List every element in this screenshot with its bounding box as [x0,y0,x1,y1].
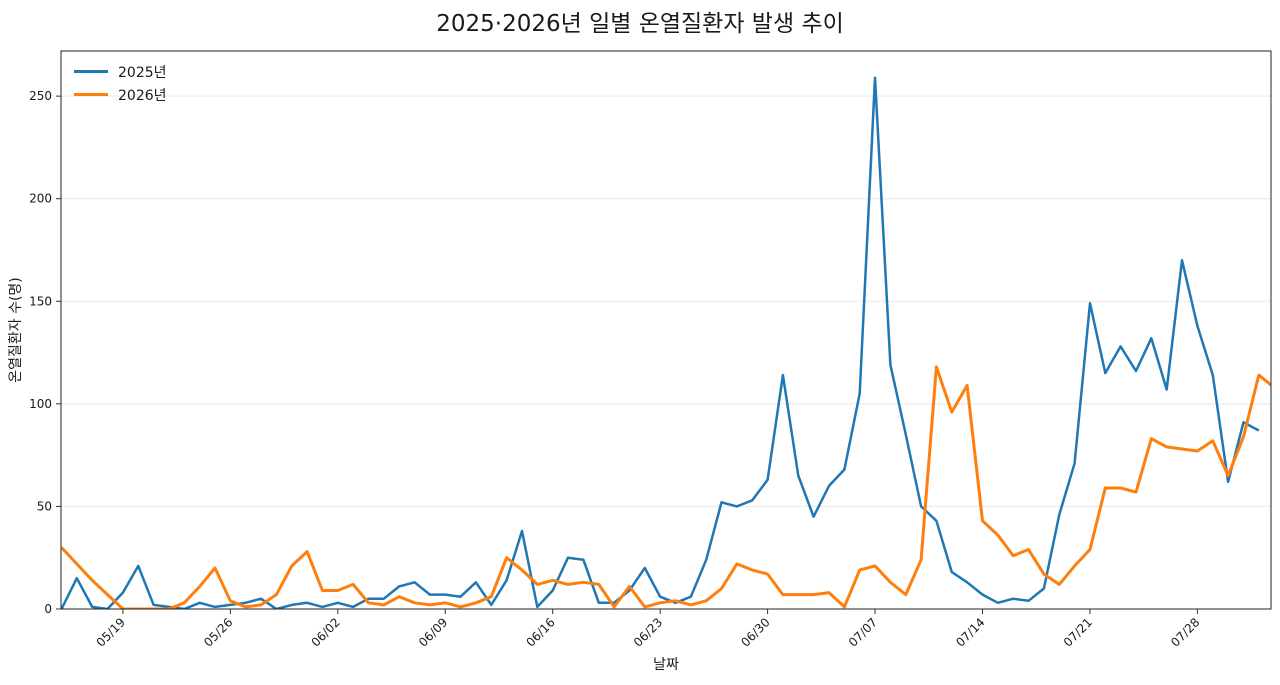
x-tick-label: 06/23 [631,615,665,649]
x-tick-label: 06/02 [309,615,343,649]
x-tick-label: 07/28 [1168,615,1202,649]
legend-item-2025: 2025년 [74,60,167,83]
x-axis-label: 날짜 [653,657,679,673]
series-line-2026 [61,365,1271,609]
legend-swatch-2026 [74,93,108,96]
x-tick-label: 05/26 [201,615,235,649]
y-axis-label: 온열질환자 수(명) [8,277,24,383]
legend: 2025년 2026년 [74,60,167,106]
plot-frame [60,50,1272,610]
x-tick-label: 06/16 [523,615,557,649]
y-tick-label: 200 [29,192,52,206]
series-line-2025 [61,76,1260,609]
x-tick-label: 07/21 [1061,615,1095,649]
x-tick-label: 06/30 [738,615,772,649]
x-tick-label: 06/09 [416,615,450,649]
y-tick-label: 100 [29,397,52,411]
legend-swatch-2025 [74,70,108,73]
y-tick-label: 0 [44,602,52,616]
legend-label-2026: 2026년 [118,87,167,104]
y-tick-label: 50 [37,499,52,513]
y-tick-label: 150 [29,294,52,308]
legend-label-2025: 2025년 [118,64,167,81]
legend-item-2026: 2026년 [74,83,167,106]
x-tick-label: 05/19 [94,615,128,649]
y-tick-label: 250 [29,89,52,103]
x-tick-label: 07/14 [953,615,987,649]
x-tick-label: 07/07 [846,615,880,649]
chart-title: 2025·2026년 일별 온열질환자 발생 추이 [436,11,844,37]
